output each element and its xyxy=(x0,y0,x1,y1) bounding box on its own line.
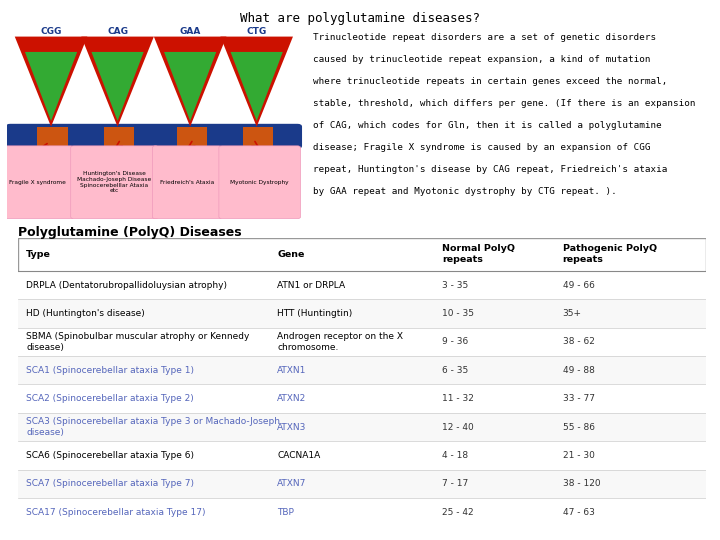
Polygon shape xyxy=(164,52,216,121)
Text: 49 - 88: 49 - 88 xyxy=(562,366,595,375)
Text: CAG: CAG xyxy=(107,26,128,36)
Text: SCA1 (Spinocerebellar ataxia Type 1): SCA1 (Spinocerebellar ataxia Type 1) xyxy=(26,366,194,375)
Text: ATXN3: ATXN3 xyxy=(277,423,307,431)
Text: where trinucleotide repeats in certain genes exceed the normal,: where trinucleotide repeats in certain g… xyxy=(313,77,667,86)
Text: Repeat: Repeat xyxy=(37,44,65,53)
Text: ATXN1: ATXN1 xyxy=(277,366,307,375)
Text: Normal PolyQ
repeats: Normal PolyQ repeats xyxy=(442,244,516,264)
Polygon shape xyxy=(154,37,226,127)
Polygon shape xyxy=(230,52,283,121)
Text: Myotonic Dystrophy: Myotonic Dystrophy xyxy=(230,180,289,185)
Text: SBMA (Spinobulbar muscular atrophy or Kennedy
disease): SBMA (Spinobulbar muscular atrophy or Ke… xyxy=(26,332,250,352)
Bar xyxy=(243,127,274,146)
Text: 38 - 120: 38 - 120 xyxy=(562,480,600,488)
Text: disease; Fragile X syndrome is caused by an expansion of CGG: disease; Fragile X syndrome is caused by… xyxy=(313,143,651,152)
Text: 9 - 36: 9 - 36 xyxy=(442,338,469,346)
Text: of CAG, which codes for Gln, then it is called a polyglutamine: of CAG, which codes for Gln, then it is … xyxy=(313,121,662,130)
Bar xyxy=(18,299,706,328)
Polygon shape xyxy=(91,52,144,121)
Text: 25 - 42: 25 - 42 xyxy=(442,508,474,517)
Text: Friedreich's Ataxia: Friedreich's Ataxia xyxy=(160,180,215,185)
Text: Huntington's Disease
Machado-Joseph Disease
Spinocerebelllar Ataxia
etc: Huntington's Disease Machado-Joseph Dise… xyxy=(78,171,152,193)
Bar xyxy=(18,384,706,413)
Text: Polyglutamine (PolyQ) Diseases: Polyglutamine (PolyQ) Diseases xyxy=(18,226,242,239)
Polygon shape xyxy=(220,37,293,127)
Text: ATXN7: ATXN7 xyxy=(277,480,307,488)
Bar xyxy=(176,127,207,146)
FancyBboxPatch shape xyxy=(6,124,302,149)
Text: CGG: CGG xyxy=(40,26,62,36)
Bar xyxy=(18,441,706,470)
FancyBboxPatch shape xyxy=(1,146,73,219)
Polygon shape xyxy=(81,37,154,127)
Text: SCA7 (Spinocerebellar ataxia Type 7): SCA7 (Spinocerebellar ataxia Type 7) xyxy=(26,480,194,488)
Text: ATXN2: ATXN2 xyxy=(277,394,307,403)
Polygon shape xyxy=(25,52,77,121)
Text: 55 - 86: 55 - 86 xyxy=(562,423,595,431)
Text: 6 - 35: 6 - 35 xyxy=(442,366,469,375)
Text: Repeat: Repeat xyxy=(243,44,270,53)
Text: Trinucleotide repeat disorders are a set of genetic disorders: Trinucleotide repeat disorders are a set… xyxy=(313,33,657,42)
Text: SCA17 (Spinocerebellar ataxia Type 17): SCA17 (Spinocerebellar ataxia Type 17) xyxy=(26,508,206,517)
Bar xyxy=(18,498,706,526)
Text: 35+: 35+ xyxy=(562,309,582,318)
Text: 3 - 35: 3 - 35 xyxy=(442,280,469,289)
Bar xyxy=(104,127,134,146)
Text: caused by trinucleotide repeat expansion, a kind of mutation: caused by trinucleotide repeat expansion… xyxy=(313,55,651,64)
Text: 7 - 17: 7 - 17 xyxy=(442,480,469,488)
Text: by GAA repeat and Myotonic dystrophy by CTG repeat. ).: by GAA repeat and Myotonic dystrophy by … xyxy=(313,187,617,196)
Polygon shape xyxy=(14,37,87,127)
Text: 4 - 18: 4 - 18 xyxy=(442,451,469,460)
Text: SCA6 (Spinocerebellar ataxia Type 6): SCA6 (Spinocerebellar ataxia Type 6) xyxy=(26,451,194,460)
Text: Repeat: Repeat xyxy=(104,44,131,53)
Text: Type: Type xyxy=(26,249,51,259)
Text: 47 - 63: 47 - 63 xyxy=(562,508,595,517)
Text: 21 - 30: 21 - 30 xyxy=(562,451,595,460)
Text: SCA3 (Spinocerebellar ataxia Type 3 or Machado-Joseph
disease): SCA3 (Spinocerebellar ataxia Type 3 or M… xyxy=(26,417,280,437)
Text: stable, threshold, which differs per gene. (If there is an expansion: stable, threshold, which differs per gen… xyxy=(313,99,696,108)
Text: 38 - 62: 38 - 62 xyxy=(562,338,595,346)
Text: TBP: TBP xyxy=(277,508,294,517)
Bar xyxy=(18,413,706,441)
Text: SCA2 (Spinocerebellar ataxia Type 2): SCA2 (Spinocerebellar ataxia Type 2) xyxy=(26,394,194,403)
Text: HD (Huntington's disease): HD (Huntington's disease) xyxy=(26,309,145,318)
Text: 12 - 40: 12 - 40 xyxy=(442,423,474,431)
Text: DRPLA (Dentatorubropallidoluysian atrophy): DRPLA (Dentatorubropallidoluysian atroph… xyxy=(26,280,228,289)
Text: CTG: CTG xyxy=(246,26,267,36)
Bar xyxy=(37,127,68,146)
Text: Fragile X syndrome: Fragile X syndrome xyxy=(9,180,66,185)
Text: HTT (Huntingtin): HTT (Huntingtin) xyxy=(277,309,353,318)
Text: Gene: Gene xyxy=(277,249,305,259)
Text: 11 - 32: 11 - 32 xyxy=(442,394,474,403)
Text: Androgen receptor on the X
chromosome.: Androgen receptor on the X chromosome. xyxy=(277,332,403,352)
Text: What are polyglutamine diseases?: What are polyglutamine diseases? xyxy=(240,12,480,25)
FancyBboxPatch shape xyxy=(153,146,222,219)
Text: ATN1 or DRPLA: ATN1 or DRPLA xyxy=(277,280,346,289)
Bar xyxy=(18,356,706,384)
FancyBboxPatch shape xyxy=(219,146,300,219)
Bar xyxy=(18,470,706,498)
Text: GAA: GAA xyxy=(179,26,201,36)
Text: Repeat: Repeat xyxy=(176,44,204,53)
Text: 49 - 66: 49 - 66 xyxy=(562,280,595,289)
Text: CACNA1A: CACNA1A xyxy=(277,451,320,460)
Text: repeat, Huntington's disease by CAG repeat, Friedreich's ataxia: repeat, Huntington's disease by CAG repe… xyxy=(313,165,667,174)
Bar xyxy=(18,271,706,299)
FancyBboxPatch shape xyxy=(71,146,158,219)
Text: 33 - 77: 33 - 77 xyxy=(562,394,595,403)
Text: Pathogenic PolyQ
repeats: Pathogenic PolyQ repeats xyxy=(562,244,657,264)
Bar xyxy=(18,328,706,356)
Text: 10 - 35: 10 - 35 xyxy=(442,309,474,318)
